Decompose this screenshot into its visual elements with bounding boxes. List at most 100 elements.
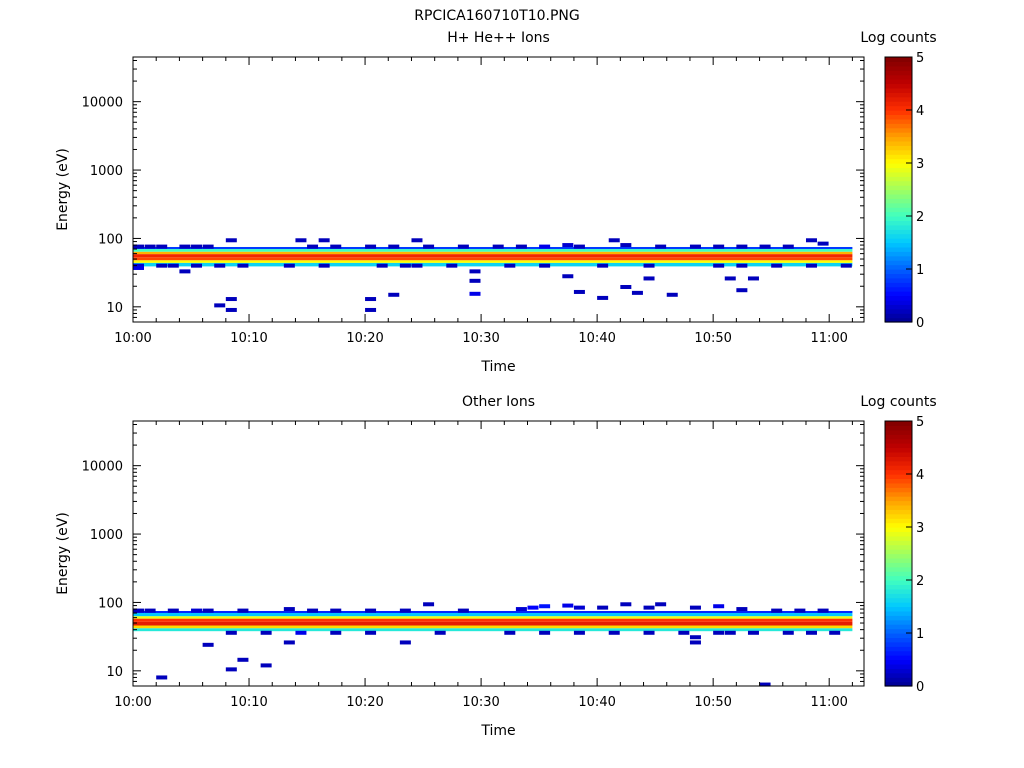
heatmap-cell xyxy=(191,263,203,268)
colorbar-segment xyxy=(885,628,912,634)
colorbar-segment xyxy=(885,224,912,230)
colorbar-tick-label: 2 xyxy=(916,210,924,225)
colorbar-segment xyxy=(885,518,912,524)
colorbar-segment xyxy=(885,87,912,93)
colorbar-segment xyxy=(885,207,912,213)
colorbar-segment xyxy=(885,291,912,297)
heatmap-cell xyxy=(423,244,435,249)
heatmap-cell xyxy=(295,630,307,635)
heatmap-cell xyxy=(179,244,191,249)
heatmap-cell xyxy=(805,630,817,635)
heatmap-cell xyxy=(817,608,829,613)
heatmap-cell xyxy=(399,640,411,645)
colorbar-frame xyxy=(884,420,913,687)
heatmap-band-5 xyxy=(133,616,853,619)
heatmap-cell xyxy=(156,244,168,249)
heatmap-band-3 xyxy=(133,257,853,261)
colorbar-segment xyxy=(885,659,912,665)
heatmap-cell xyxy=(620,284,632,289)
heatmap-cell xyxy=(655,244,667,249)
heatmap-cell xyxy=(608,238,620,243)
heatmap-cell xyxy=(133,263,144,268)
heatmap-cell xyxy=(539,263,551,268)
heatmap-cell xyxy=(829,630,841,635)
colorbar-segment xyxy=(885,553,912,559)
x-tick-label: 10:30 xyxy=(462,331,499,346)
heatmap-cell xyxy=(330,244,342,249)
heatmap-cell xyxy=(689,640,701,645)
colorbar: 0 1 2 3 4 5 Log counts xyxy=(860,30,936,331)
y-tick-label: 10000 xyxy=(82,96,123,111)
heatmap-band-3 xyxy=(133,621,853,626)
heatmap-band-7 xyxy=(133,610,853,614)
heatmap-band-4 xyxy=(133,254,853,258)
heatmap-cell xyxy=(539,604,551,609)
heatmap-cell xyxy=(794,608,806,613)
heatmap-cell xyxy=(423,602,435,607)
colorbar-tick-label: 3 xyxy=(916,157,924,172)
colorbar-segment xyxy=(885,242,912,248)
colorbar-segment xyxy=(885,308,912,314)
colorbar-segment xyxy=(885,663,912,669)
colorbar-segment xyxy=(885,304,912,310)
colorbar-segment xyxy=(885,273,912,279)
heatmap-cell xyxy=(179,269,191,274)
colorbar-segment xyxy=(885,434,912,440)
heatmap-cell xyxy=(840,263,852,268)
heatmap-cell xyxy=(399,608,411,613)
heatmap-cell xyxy=(167,263,179,268)
colorbar-segment xyxy=(885,105,912,111)
colorbar-segment xyxy=(885,61,912,67)
heatmap-cell xyxy=(133,244,144,249)
heatmap-cell xyxy=(365,630,377,635)
heatmap-cell xyxy=(713,263,725,268)
colorbar-segment xyxy=(885,238,912,244)
heatmap-cell xyxy=(237,657,249,662)
colorbar-segment xyxy=(885,456,912,462)
colorbar-segment xyxy=(885,193,912,199)
heatmap-cell xyxy=(631,290,643,295)
colorbar-segment xyxy=(885,264,912,270)
heatmap-band-2 xyxy=(133,625,853,629)
colorbar-segment xyxy=(885,251,912,257)
heatmap-cell xyxy=(643,263,655,268)
heatmap-cell xyxy=(365,297,377,302)
colorbar-segment xyxy=(885,229,912,235)
x-tick-label: 10:30 xyxy=(462,695,499,710)
heatmap-cell xyxy=(759,244,771,249)
heatmap-cell xyxy=(504,263,516,268)
heatmap-cell xyxy=(283,263,295,268)
heatmap-cell xyxy=(191,608,203,613)
colorbar-segment xyxy=(885,504,912,510)
colorbar-segment xyxy=(885,549,912,555)
heatmap-cell xyxy=(724,630,736,635)
colorbar-segment xyxy=(885,557,912,563)
colorbar-segment xyxy=(885,127,912,133)
colorbar-segment xyxy=(885,154,912,160)
heatmap-band-2 xyxy=(133,260,853,263)
colorbar-segment xyxy=(885,114,912,120)
heatmap-cell xyxy=(365,244,377,249)
colorbar-segment xyxy=(885,602,912,608)
heatmap-cell xyxy=(527,605,539,610)
colorbar-segment xyxy=(885,163,912,169)
colorbar-segment xyxy=(885,149,912,155)
heatmap-cell xyxy=(689,635,701,640)
heatmap-cell xyxy=(573,289,585,294)
x-tick-label: 10:50 xyxy=(694,331,731,346)
colorbar-segment xyxy=(885,474,912,480)
heatmap-band-1 xyxy=(133,262,853,267)
x-tick-label: 10:50 xyxy=(694,695,731,710)
heatmap-cell xyxy=(515,244,527,249)
heatmap-cell xyxy=(562,603,574,608)
colorbar-segment xyxy=(885,447,912,453)
heatmap-cell xyxy=(539,244,551,249)
heatmap-cell xyxy=(539,630,551,635)
y-tick-label: 100 xyxy=(98,596,123,611)
colorbar-segment xyxy=(885,198,912,204)
heatmap-cell xyxy=(225,667,237,672)
heatmap-cell xyxy=(202,608,214,613)
colorbar-segment xyxy=(885,672,912,678)
y-tick-label: 1000 xyxy=(90,528,123,543)
heatmap-cell xyxy=(365,307,377,312)
